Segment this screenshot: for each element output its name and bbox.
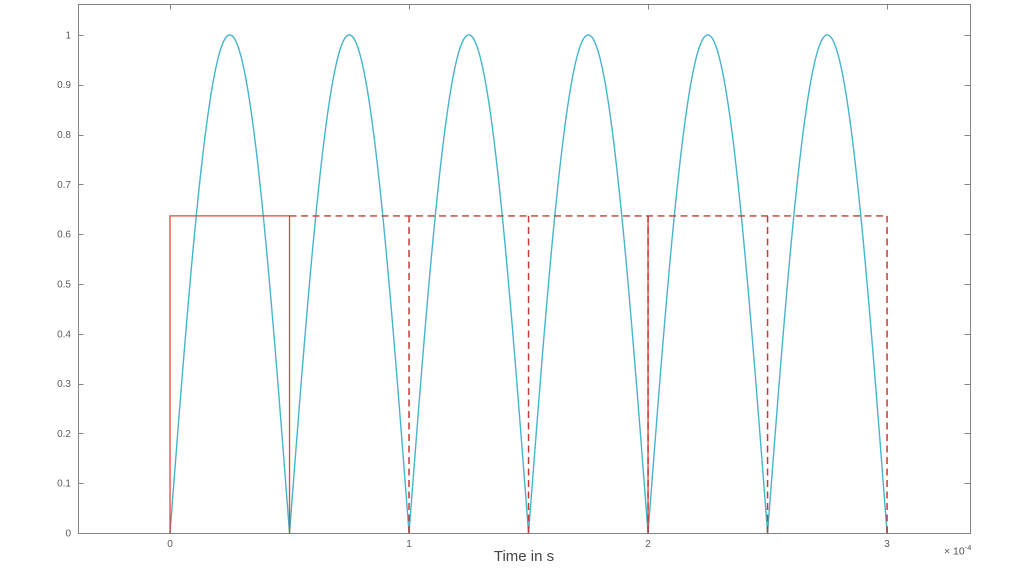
x-tick-label: 2 [645, 539, 651, 550]
x-tick-label: 3 [884, 539, 890, 550]
y-tick-label: 0.4 [57, 329, 71, 340]
y-tick-label: 0.3 [57, 379, 71, 390]
y-tick-label: 1 [65, 30, 71, 41]
square-pulse-first-period-curve [169, 215, 291, 533]
x-tick-label: 1 [406, 539, 412, 550]
tick-marks [78, 4, 970, 534]
y-tick-label: 0.7 [57, 180, 71, 191]
y-tick-label: 0.5 [57, 279, 71, 290]
y-tick-label: 0.9 [57, 80, 71, 91]
y-tick-label: 0.2 [57, 429, 71, 440]
y-tick-label: 0.6 [57, 230, 71, 241]
axes-box [78, 4, 971, 534]
y-tick-label: 0 [65, 529, 71, 540]
x-axis-label: Time in s [493, 548, 555, 565]
x-tick-label: 0 [167, 539, 173, 550]
x-axis-multiplier: × 10-4 [944, 543, 971, 558]
x-axis-multiplier-exponent: -4 [964, 543, 972, 552]
x-axis-multiplier-base: × 10 [944, 545, 965, 558]
y-tick-label: 0.1 [57, 479, 71, 490]
y-tick-label: 0.8 [57, 130, 71, 141]
